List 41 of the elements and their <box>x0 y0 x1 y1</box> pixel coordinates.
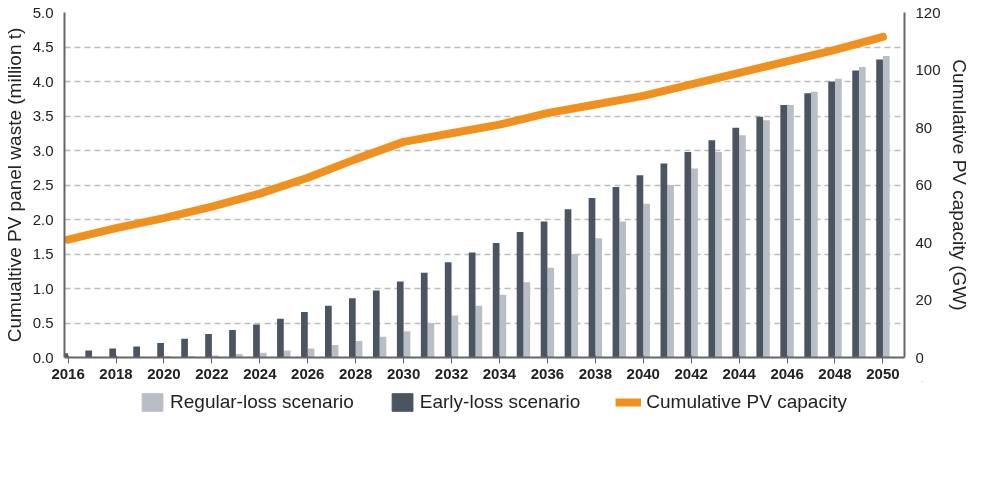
x-tick-label: 2026 <box>291 364 325 382</box>
y2-tick-label: 80 <box>915 118 933 136</box>
y2-tick-label: 100 <box>915 61 941 78</box>
y-tick-label: 2.0 <box>32 210 54 228</box>
x-tick-label: 2020 <box>147 364 181 382</box>
y-tick-label: 4.5 <box>32 38 54 55</box>
y2-tick-label: 60 <box>915 176 933 193</box>
x-tick-label: 2040 <box>626 364 660 382</box>
y-axis-title: Cumualtive PV panel waste (million t) <box>3 27 25 343</box>
x-tick-label: 2042 <box>674 364 708 382</box>
y-tick-label: 3.5 <box>32 107 54 124</box>
x-tick-label: 2016 <box>51 364 85 382</box>
legend-label: Early-loss scenario <box>419 391 581 413</box>
x-tick-label: 2030 <box>386 364 421 382</box>
x-tick-label: 2032 <box>434 364 469 382</box>
y2-tick-label: 0 <box>915 348 924 366</box>
x-tick-label: 2050 <box>866 364 900 382</box>
y-tick-label: 3.0 <box>32 141 54 159</box>
y-tick-label: 0.0 <box>32 348 54 366</box>
x-tick-label: 2038 <box>578 364 613 382</box>
x-tick-label: 2024 <box>243 364 278 382</box>
x-tick-label: 2044 <box>722 364 757 382</box>
x-tick-label: 2046 <box>770 364 804 382</box>
legend-label: Regular-loss scenario <box>170 391 354 413</box>
legend-label: Cumulative PV capacity <box>646 391 847 413</box>
y-tick-label: 4.0 <box>32 72 54 90</box>
y-tick-label: 1.0 <box>32 279 54 297</box>
x-tick-label: 2028 <box>339 364 373 382</box>
y-tick-label: 0.5 <box>32 314 54 331</box>
x-tick-label: 2048 <box>818 364 852 382</box>
y2-tick-label: 20 <box>915 291 933 308</box>
y2-axis-title: Cumulative PV capacity (GW) <box>948 59 970 311</box>
y2-tick-label: 120 <box>915 3 941 21</box>
x-tick-label: 2018 <box>99 364 133 382</box>
y-tick-label: 2.5 <box>32 176 54 193</box>
x-tick-label: 2022 <box>195 364 229 382</box>
x-tick-label: 2036 <box>530 364 565 382</box>
x-tick-label: 2034 <box>482 364 517 382</box>
y-tick-label: 1.5 <box>32 245 54 262</box>
y2-tick-label: 40 <box>915 233 933 251</box>
y-tick-label: 5.0 <box>32 3 54 21</box>
